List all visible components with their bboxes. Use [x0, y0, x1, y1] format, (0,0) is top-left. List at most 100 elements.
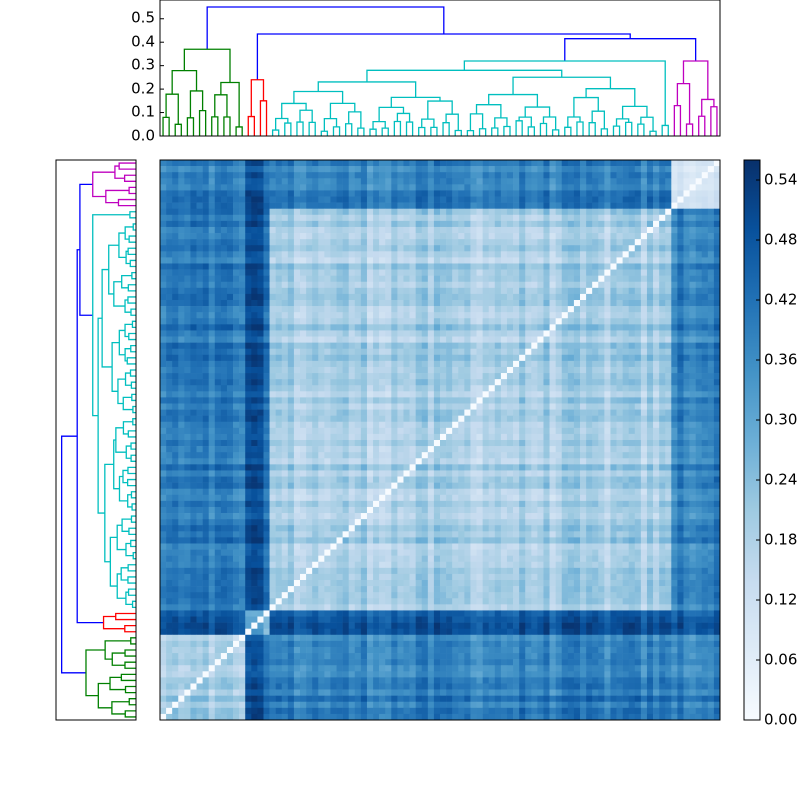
- heatmap-cell: [531, 208, 538, 216]
- top-dendrogram-link: [585, 88, 636, 107]
- heatmap-cell: [446, 178, 453, 185]
- heatmap-cell: [293, 336, 301, 343]
- heatmap-cell: [707, 440, 715, 447]
- heatmap-cell: [208, 251, 216, 258]
- heatmap-cell: [573, 342, 581, 349]
- heatmap-cell: [677, 336, 684, 343]
- heatmap-cell: [440, 440, 447, 447]
- heatmap-cell: [561, 440, 569, 447]
- heatmap-cell: [604, 257, 611, 264]
- heatmap-cell: [172, 160, 179, 167]
- heatmap-cell: [665, 379, 672, 386]
- heatmap-cell: [555, 263, 563, 270]
- heatmap-cell: [446, 220, 453, 228]
- heatmap-cell: [531, 397, 538, 404]
- heatmap-cell: [561, 293, 569, 301]
- heatmap-cell: [494, 464, 502, 471]
- heatmap-cell: [342, 300, 349, 307]
- heatmap-cell: [166, 348, 173, 356]
- heatmap-cell: [208, 263, 216, 270]
- heatmap-cell: [659, 385, 666, 392]
- heatmap-cell: [604, 233, 611, 240]
- heatmap-cell: [373, 184, 380, 191]
- heatmap-cell: [519, 427, 526, 435]
- heatmap-cell: [233, 214, 240, 222]
- heatmap-cell: [446, 446, 453, 453]
- heatmap-cell: [293, 300, 301, 307]
- heatmap-cell: [452, 342, 459, 349]
- heatmap-cell: [458, 342, 465, 349]
- heatmap-cell: [263, 415, 270, 423]
- heatmap-cell: [616, 379, 623, 386]
- heatmap-cell: [464, 287, 471, 295]
- heatmap-cell: [433, 166, 441, 173]
- heatmap-cell: [634, 269, 642, 276]
- heatmap-cell: [665, 190, 672, 197]
- heatmap-cell: [385, 293, 392, 301]
- heatmap-cell: [506, 251, 514, 258]
- heatmap-cell: [348, 306, 356, 313]
- heatmap-cell: [683, 160, 690, 167]
- heatmap-cell: [202, 464, 209, 471]
- heatmap-cell: [226, 202, 234, 209]
- heatmap-cell: [160, 178, 167, 185]
- heatmap-cell: [190, 427, 197, 435]
- heatmap-cell: [464, 342, 471, 349]
- heatmap-cell: [287, 172, 295, 179]
- heatmap-cell: [452, 403, 459, 410]
- heatmap-cell: [646, 464, 654, 471]
- heatmap-cell: [263, 373, 270, 380]
- heatmap-cell: [519, 257, 526, 264]
- heatmap-cell: [312, 251, 319, 258]
- heatmap-cell: [281, 275, 289, 283]
- heatmap-cell: [220, 403, 228, 410]
- heatmap-cell: [531, 330, 538, 337]
- heatmap-cell: [433, 293, 441, 301]
- heatmap-cell: [713, 379, 721, 386]
- heatmap-cell: [366, 464, 374, 471]
- heatmap-cell: [555, 427, 563, 435]
- heatmap-cell: [610, 464, 617, 471]
- heatmap-cell: [172, 214, 179, 222]
- heatmap-cell: [366, 446, 374, 453]
- heatmap-cell: [701, 397, 709, 404]
- heatmap-cell: [616, 360, 623, 368]
- heatmap-cell: [415, 184, 423, 191]
- heatmap-cell: [482, 470, 489, 477]
- heatmap-cell: [184, 287, 191, 295]
- heatmap-cell: [549, 202, 556, 209]
- heatmap-cell: [312, 233, 319, 240]
- heatmap-cell: [275, 233, 283, 240]
- heatmap-cell: [494, 409, 502, 416]
- heatmap-cell: [263, 263, 270, 270]
- heatmap-cell: [409, 166, 416, 173]
- heatmap-cell: [184, 440, 191, 447]
- heatmap-cell: [202, 354, 209, 362]
- heatmap-cell: [659, 160, 666, 167]
- heatmap-cell: [397, 269, 404, 276]
- heatmap-cell: [665, 196, 672, 203]
- heatmap-cell: [360, 214, 368, 222]
- heatmap-cell: [519, 397, 526, 404]
- heatmap-cell: [360, 287, 368, 295]
- heatmap-cell: [573, 208, 581, 216]
- heatmap-cell: [677, 354, 684, 362]
- heatmap-cell: [482, 379, 489, 386]
- heatmap-cell: [379, 385, 386, 392]
- heatmap-cell: [306, 391, 313, 398]
- heatmap-cell: [160, 275, 167, 283]
- heatmap-cell: [440, 360, 447, 368]
- heatmap-cell: [549, 348, 556, 356]
- heatmap-cell: [476, 397, 483, 404]
- heatmap-cell: [433, 397, 441, 404]
- heatmap-cell: [172, 208, 179, 216]
- left-dendrogram-link: [130, 637, 136, 645]
- heatmap-cell: [257, 464, 264, 471]
- heatmap-cell: [312, 342, 319, 349]
- heatmap-cell: [239, 409, 246, 416]
- heatmap-cell: [239, 373, 246, 380]
- heatmap-cell: [178, 476, 185, 483]
- heatmap-cell: [616, 275, 623, 283]
- heatmap-cell: [330, 336, 337, 343]
- heatmap-cell: [695, 263, 703, 270]
